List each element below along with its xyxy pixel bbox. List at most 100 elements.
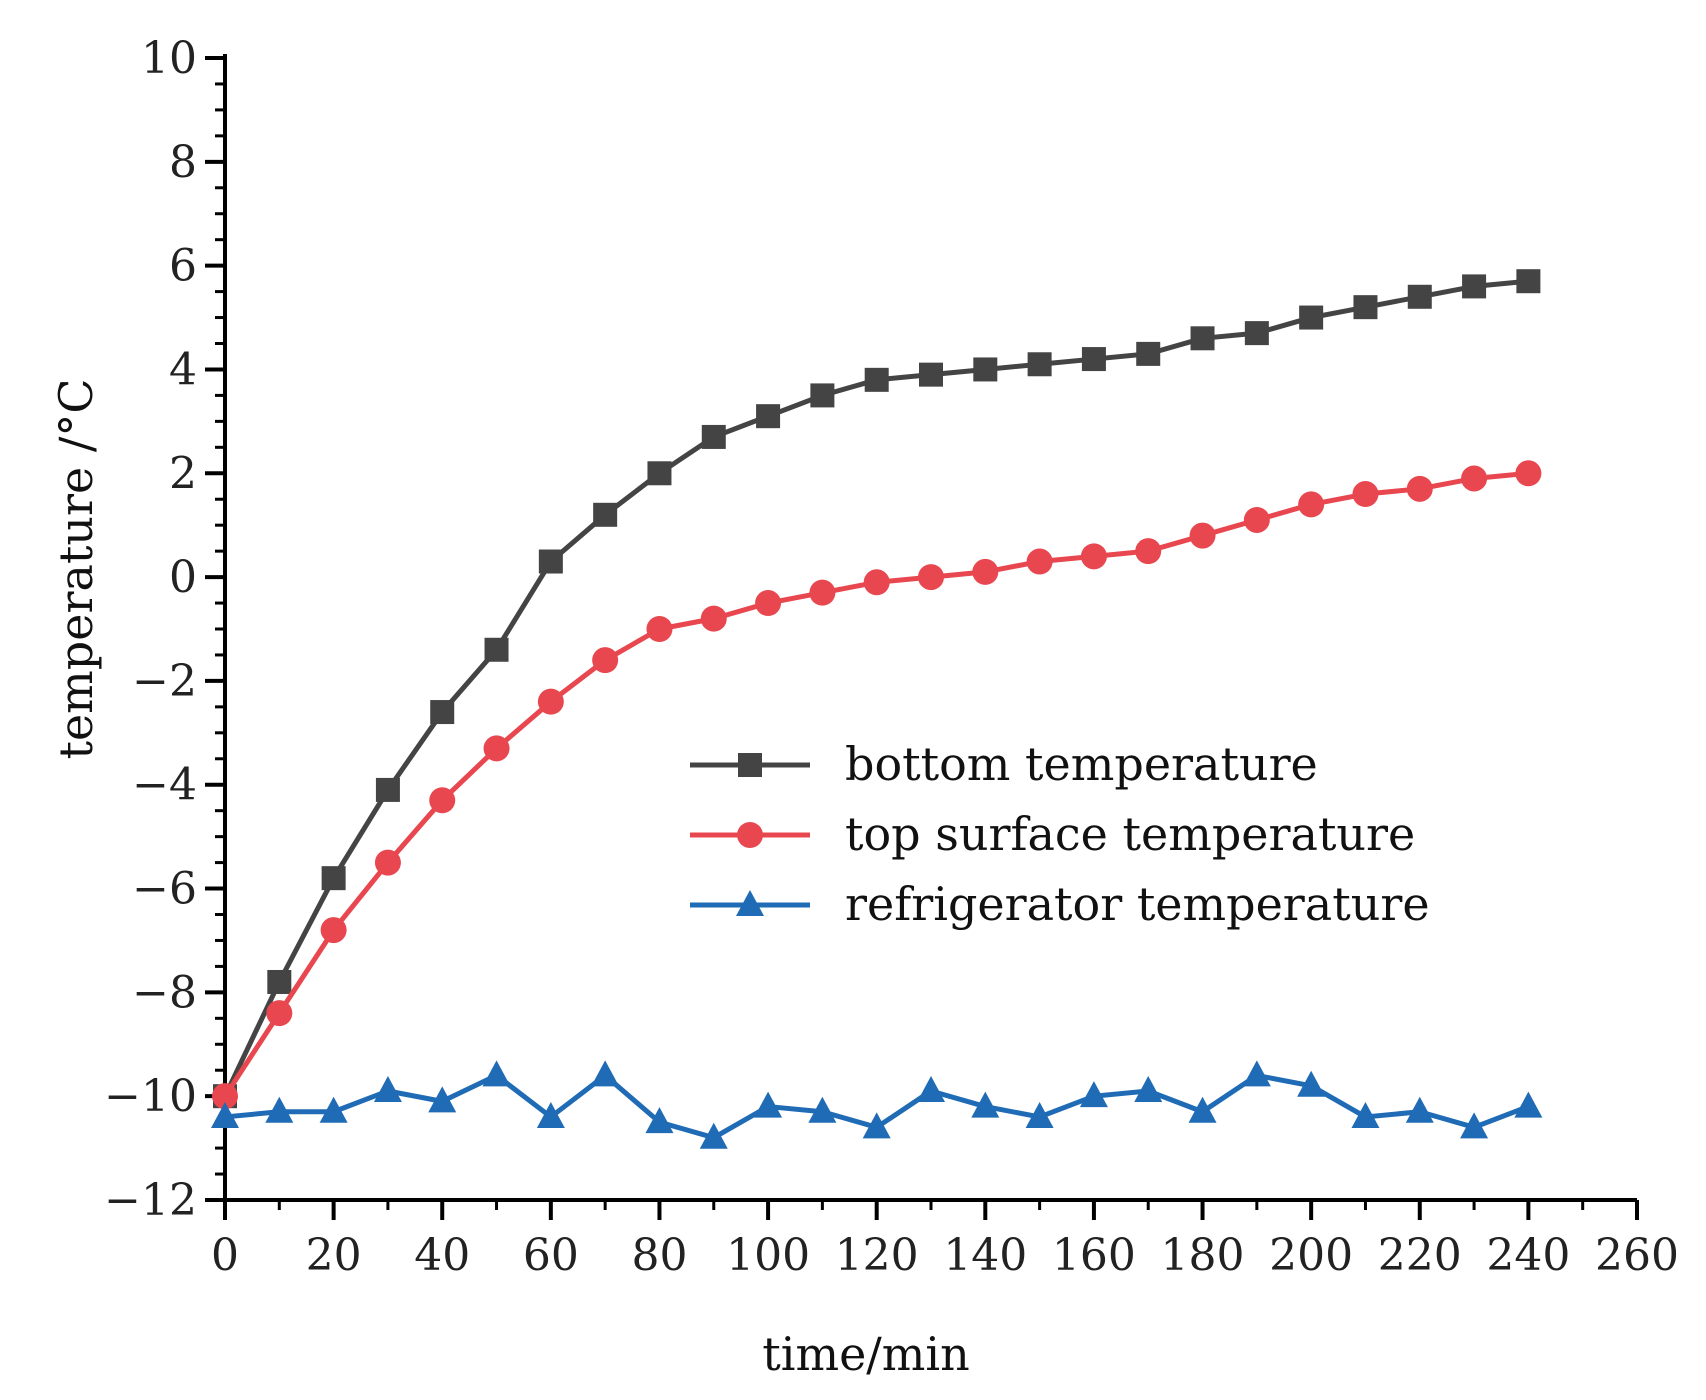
data-point	[1188, 1096, 1217, 1123]
legend-item: refrigerator temperature	[690, 877, 1430, 931]
data-point	[1081, 347, 1106, 372]
data-point	[1190, 326, 1215, 351]
data-point	[320, 917, 347, 944]
data-point	[373, 1075, 402, 1102]
data-point	[429, 787, 456, 814]
y-tick-label: −4	[132, 760, 197, 811]
data-point	[591, 1060, 620, 1087]
data-point	[647, 461, 672, 486]
data-point	[321, 866, 346, 891]
legend-item: bottom temperature	[690, 737, 1318, 791]
data-point	[645, 1107, 674, 1134]
y-tick-label: 8	[169, 137, 197, 188]
data-point	[699, 1122, 728, 1149]
y-tick-label: 4	[169, 344, 197, 395]
data-point	[1461, 465, 1488, 492]
y-axis-ticks: 10 8 6 4 2 0 −2 −4 −6 −8 −10 −12	[104, 33, 225, 1226]
legend-label: bottom temperature	[845, 737, 1318, 791]
data-point	[1516, 269, 1541, 294]
data-point	[212, 1083, 238, 1110]
data-point	[646, 616, 673, 642]
data-point	[971, 1091, 1000, 1118]
series-triangle-group	[211, 1060, 1543, 1149]
data-point	[864, 367, 889, 392]
data-point	[1515, 460, 1542, 487]
data-point	[918, 564, 944, 591]
x-tick-label: 60	[523, 1230, 579, 1281]
data-point	[592, 647, 619, 674]
data-point	[919, 362, 943, 387]
y-axis-title: temperature /°C	[49, 378, 103, 759]
data-point	[1079, 1081, 1108, 1108]
data-point	[755, 590, 782, 617]
x-tick-label: 140	[943, 1230, 1027, 1281]
y-tick-label: 2	[169, 448, 197, 499]
data-point	[1244, 321, 1269, 346]
data-point	[1514, 1091, 1543, 1118]
data-point	[538, 549, 563, 574]
data-point	[266, 1000, 293, 1027]
x-tick-label: 240	[1486, 1230, 1570, 1281]
data-point	[1462, 274, 1487, 299]
series-circle-group	[212, 460, 1542, 1110]
data-point	[1136, 341, 1161, 366]
data-point	[1025, 1101, 1054, 1128]
x-tick-label: 0	[211, 1230, 239, 1281]
data-point	[808, 1096, 837, 1123]
data-point	[1298, 491, 1325, 518]
data-point	[375, 777, 400, 802]
x-tick-label: 120	[835, 1230, 919, 1281]
y-tick-label: −8	[132, 967, 197, 1018]
data-point	[862, 1112, 891, 1139]
data-point	[593, 502, 618, 527]
legend-label: refrigerator temperature	[845, 877, 1430, 931]
y-tick-label: −10	[104, 1071, 197, 1122]
data-point	[211, 1101, 239, 1128]
data-point	[810, 383, 835, 408]
data-point	[1080, 543, 1107, 570]
x-axis-ticks: 0 20 40 60 80 100 120 140 160 180 200 220 240 260	[211, 1200, 1679, 1281]
data-point	[1299, 305, 1324, 330]
data-point	[1460, 1112, 1489, 1139]
data-point	[428, 1086, 457, 1113]
y-tick-label: −12	[104, 1175, 197, 1226]
x-tick-label: 160	[1052, 1230, 1136, 1281]
data-point	[1243, 506, 1270, 533]
y-tick-label: 6	[169, 241, 197, 292]
data-point	[1135, 538, 1162, 565]
x-tick-label: 100	[726, 1230, 810, 1281]
y-tick-label: −2	[132, 656, 197, 707]
data-point	[1134, 1075, 1163, 1102]
x-tick-label: 40	[414, 1230, 470, 1281]
series-square-group	[213, 269, 1541, 1109]
legend-marker	[738, 753, 762, 777]
data-point	[917, 1075, 945, 1102]
data-point	[1351, 1101, 1380, 1128]
x-tick-label: 200	[1269, 1230, 1353, 1281]
data-point	[1406, 475, 1433, 502]
x-tick-label: 80	[631, 1230, 687, 1281]
data-point	[1027, 352, 1052, 377]
data-point	[483, 735, 510, 762]
legend: bottom temperature top surface temperatur…	[690, 737, 1430, 931]
x-tick-label: 20	[306, 1230, 362, 1281]
data-point	[972, 558, 999, 585]
data-point	[1352, 481, 1379, 508]
data-point	[430, 700, 455, 725]
data-point	[1353, 295, 1378, 320]
series-line	[222, 278, 1529, 1098]
data-point	[973, 357, 998, 382]
data-point	[484, 637, 509, 662]
data-point	[1242, 1060, 1271, 1087]
x-axis-title: time/min	[762, 1327, 970, 1381]
y-tick-label: 10	[141, 33, 197, 84]
data-point	[1297, 1070, 1326, 1097]
data-point	[754, 1091, 783, 1118]
data-point	[265, 1096, 294, 1123]
data-point	[537, 688, 564, 715]
data-point	[267, 969, 292, 994]
data-point	[701, 424, 726, 449]
x-tick-label: 180	[1161, 1230, 1245, 1281]
x-tick-label: 260	[1595, 1230, 1679, 1281]
